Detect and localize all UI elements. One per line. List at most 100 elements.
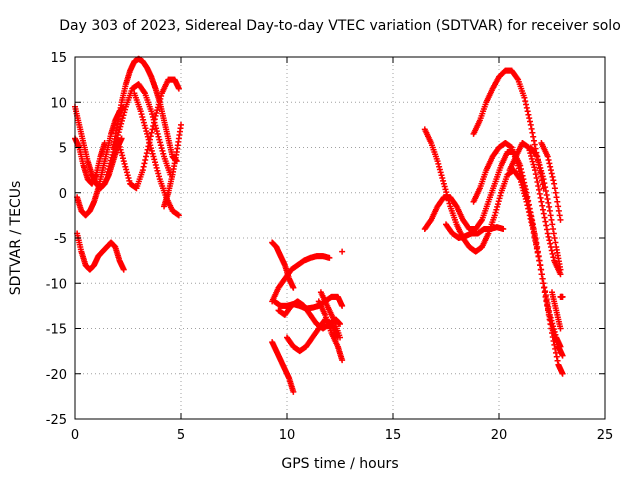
data-point xyxy=(150,119,157,126)
data-point xyxy=(122,163,129,170)
data-point xyxy=(531,164,538,171)
data-point xyxy=(527,118,534,125)
data-point xyxy=(559,293,566,300)
data-point xyxy=(550,177,557,184)
data-point xyxy=(290,388,297,395)
data-point xyxy=(536,190,543,197)
data-point xyxy=(150,123,157,130)
data-point xyxy=(550,326,557,333)
data-point xyxy=(552,239,559,246)
data-point xyxy=(531,232,538,239)
data-point xyxy=(538,167,545,174)
x-tick-label: 15 xyxy=(385,428,402,443)
data-point xyxy=(437,169,444,176)
data-point xyxy=(148,145,155,152)
data-point xyxy=(514,75,521,82)
data-point xyxy=(436,166,443,173)
data-point xyxy=(550,254,557,261)
data-point xyxy=(554,357,561,364)
series-arc-a3 xyxy=(74,103,127,219)
data-point xyxy=(143,153,150,160)
data-point xyxy=(115,138,122,145)
data-point xyxy=(546,307,553,314)
data-point xyxy=(440,180,447,187)
data-point xyxy=(549,173,556,180)
data-point xyxy=(121,109,128,116)
data-point xyxy=(120,112,127,119)
data-point xyxy=(523,104,530,111)
data-point xyxy=(529,158,536,165)
data-point xyxy=(541,284,548,291)
data-point xyxy=(111,143,118,150)
data-point xyxy=(520,182,527,189)
data-point xyxy=(527,208,534,215)
data-point xyxy=(543,226,550,233)
data-point xyxy=(529,220,536,227)
data-point xyxy=(546,311,553,318)
data-point xyxy=(553,194,560,201)
data-point xyxy=(554,198,561,205)
data-point xyxy=(528,125,535,132)
data-point xyxy=(528,216,535,223)
data-point xyxy=(530,161,537,168)
series-arc-c7 xyxy=(527,144,564,273)
data-point xyxy=(116,143,123,150)
series-arc-b9 xyxy=(339,248,346,255)
data-point xyxy=(158,93,165,100)
data-point xyxy=(539,275,546,282)
data-point xyxy=(523,192,530,199)
data-point xyxy=(533,175,540,182)
data-point xyxy=(120,266,127,273)
data-point xyxy=(547,212,554,219)
data-point xyxy=(178,121,184,128)
data-point xyxy=(532,171,539,178)
data-point xyxy=(109,151,116,158)
data-point xyxy=(107,157,114,164)
data-point xyxy=(551,180,558,187)
data-point xyxy=(542,184,549,191)
data-point xyxy=(519,176,526,183)
data-point xyxy=(116,126,123,133)
data-point xyxy=(559,352,566,359)
data-point xyxy=(538,266,545,273)
data-point xyxy=(149,126,156,133)
data-point xyxy=(151,156,158,163)
y-tick-label: 10 xyxy=(50,96,67,111)
data-point xyxy=(154,107,161,114)
data-point xyxy=(523,101,530,108)
data-point xyxy=(546,237,553,244)
data-point xyxy=(544,195,551,202)
data-point xyxy=(159,147,166,154)
data-point xyxy=(550,323,557,330)
data-point xyxy=(104,168,111,175)
data-point xyxy=(539,206,546,213)
data-point xyxy=(535,159,542,166)
data-point xyxy=(160,150,167,157)
data-point xyxy=(551,235,558,241)
data-point xyxy=(545,233,552,240)
data-point xyxy=(535,182,542,189)
series-arc-a2 xyxy=(72,135,108,187)
data-point xyxy=(141,160,148,167)
data-point xyxy=(548,247,555,254)
data-point xyxy=(123,169,130,176)
y-tick-label: -25 xyxy=(46,413,67,428)
data-point xyxy=(530,133,537,140)
data-point xyxy=(547,167,554,174)
data-point xyxy=(542,188,549,195)
data-point xyxy=(528,152,535,159)
data-point xyxy=(106,163,113,170)
data-point xyxy=(495,198,502,205)
data-point xyxy=(534,153,541,160)
data-point xyxy=(537,262,544,269)
series-arc-a9 xyxy=(161,121,184,210)
series-arc-a7 xyxy=(114,76,182,192)
data-point xyxy=(153,109,160,116)
data-point xyxy=(153,128,160,135)
data-point xyxy=(518,173,525,180)
data-point xyxy=(548,170,555,177)
series-arc-c5 xyxy=(470,67,547,192)
data-point xyxy=(119,155,126,162)
data-point xyxy=(145,136,152,143)
